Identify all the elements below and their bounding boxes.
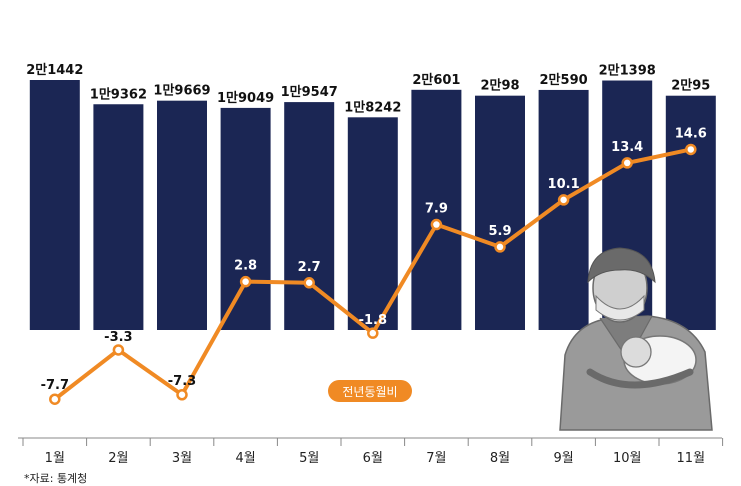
- x-ticks-group: [22, 438, 724, 446]
- x-tick-label: 3월: [172, 451, 192, 466]
- bar-value-label: 2만95: [671, 78, 710, 94]
- bar-value-label: 2만601: [412, 72, 460, 88]
- bar-5: [284, 102, 335, 331]
- bar-7: [411, 89, 462, 331]
- bar-11: [665, 95, 716, 330]
- line-point-6: [367, 327, 379, 339]
- x-tick-label: 8월: [490, 451, 510, 466]
- x-tick-label: 9월: [553, 451, 573, 466]
- bar-value-label: 2만98: [480, 78, 519, 94]
- line-point-7: [430, 218, 443, 231]
- legend-label: 전년동월비: [342, 385, 397, 399]
- bar-value-label: 1만9547: [281, 84, 338, 100]
- line-point-4: [239, 275, 252, 288]
- x-tick-label: 5월: [299, 451, 319, 466]
- line-point-3: [176, 389, 188, 401]
- line-point-9: [557, 194, 570, 206]
- line-value-label: 10.1: [548, 177, 580, 192]
- x-labels-group: 1월 2월 3월 4월 5월 6월 7월 8월 9월 10월 11월: [45, 451, 705, 466]
- line-value-label: -7.3: [168, 374, 196, 389]
- bar-value-label: 1만9669: [153, 83, 210, 99]
- x-tick-label: 11월: [677, 451, 706, 466]
- line-value-label: 13.4: [611, 140, 643, 155]
- line-value-label: 14.6: [675, 126, 707, 141]
- bar-9: [538, 89, 589, 330]
- source-note: *자료: 통계청: [24, 472, 88, 485]
- x-tick-label: 4월: [235, 451, 255, 466]
- line-point-10: [621, 157, 633, 169]
- line-points-group: [49, 143, 697, 405]
- bar-value-label: 2만590: [540, 72, 588, 88]
- line-value-label: 5.9: [488, 224, 511, 239]
- line-point-1: [49, 393, 61, 405]
- line-value-label: -7.7: [41, 378, 69, 393]
- bar-value-label: 2만1442: [26, 62, 83, 78]
- bar-3: [157, 100, 207, 330]
- line-value-label: 2.7: [298, 260, 321, 275]
- line-point-8: [494, 241, 506, 253]
- bar-labels-group: 2만1442 1만9362 1만9669 1만9049 1만9547 1만8242 2만60…: [26, 62, 710, 115]
- x-tick-label: 2월: [108, 451, 128, 466]
- line-value-label: -1.8: [359, 313, 387, 328]
- x-tick-label: 6월: [363, 451, 383, 466]
- nurse-with-baby-illustration: [559, 247, 713, 431]
- line-point-11: [685, 143, 697, 156]
- bar-value-label: 1만9049: [217, 90, 274, 106]
- bar-1: [29, 80, 80, 330]
- x-tick-label: 1월: [45, 451, 65, 466]
- bar-value-label: 2만1398: [599, 63, 656, 79]
- line-value-label: 7.9: [425, 202, 448, 217]
- legend-badge: [328, 380, 412, 402]
- line-value-label: 2.8: [234, 259, 257, 274]
- bar-2: [93, 104, 144, 331]
- x-tick-label: 10월: [613, 451, 642, 466]
- line-point-5: [303, 277, 315, 289]
- line-labels-group: -7.7 -3.3 -7.3 2.8 2.7 -1.8 7.9 5.9 10.1 13.4 14.6: [41, 126, 707, 393]
- x-tick-label: 7월: [426, 451, 446, 466]
- bar-4: [220, 107, 271, 330]
- bar-value-label: 1만8242: [344, 99, 401, 115]
- legend: 전년동월비: [328, 380, 412, 402]
- line-point-2: [112, 344, 125, 356]
- bar-8: [475, 95, 525, 330]
- bar-value-label: 1만9362: [90, 86, 147, 102]
- line-value-label: -3.3: [104, 330, 132, 345]
- bar-6: [347, 117, 398, 330]
